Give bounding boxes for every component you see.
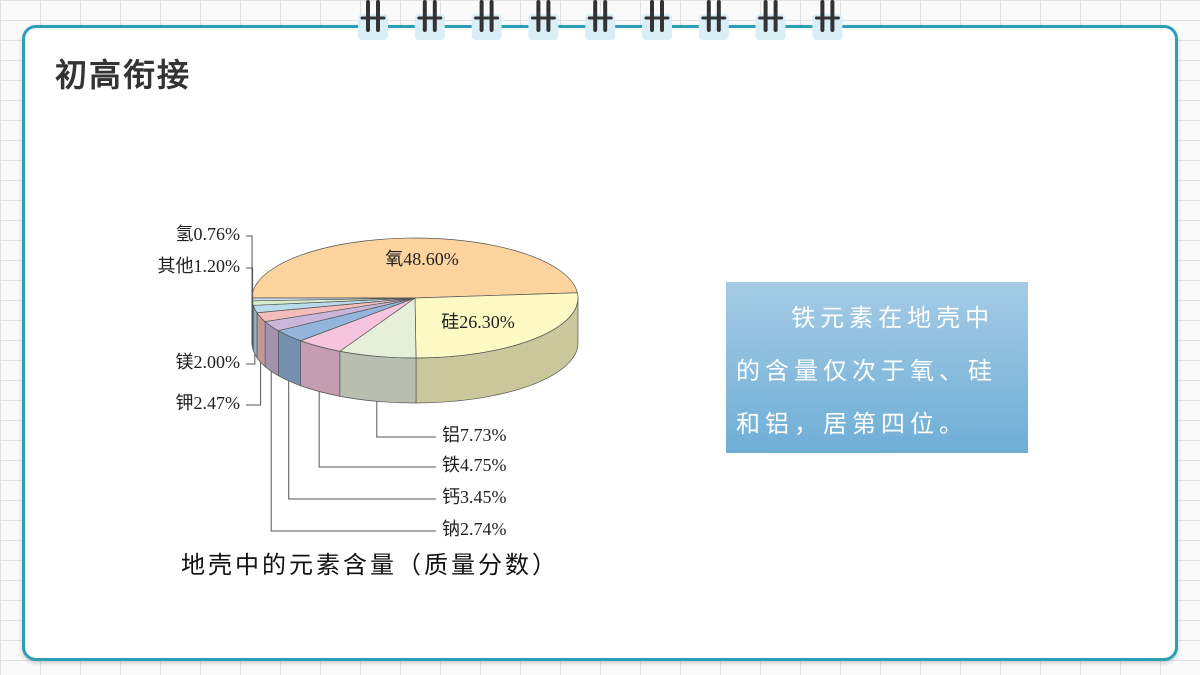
slice-side: [339, 350, 417, 404]
label-value: 1.20%: [194, 256, 241, 276]
label-value: 48.60%: [403, 249, 459, 269]
ring-tab: [471, 14, 502, 40]
ring-tab: [585, 14, 616, 40]
slice-label: 钾2.47%: [176, 393, 241, 413]
slice-label: 其他1.20%: [158, 256, 241, 276]
slice-label: 钠2.74%: [442, 519, 507, 539]
leader-line: [246, 235, 253, 345]
slice-label: 铝7.73%: [442, 425, 507, 445]
slice: [251, 237, 578, 299]
slice-label: 钙3.45%: [442, 487, 507, 507]
slice-label: 氧48.60%: [385, 249, 459, 269]
ring-tab: [812, 14, 843, 40]
ring-tab: [755, 14, 786, 40]
label-value: 4.75%: [460, 455, 507, 475]
ring-tab: [642, 14, 672, 40]
slice: [414, 292, 579, 359]
page-title: 初高衔接: [55, 56, 192, 94]
ring-tab: [698, 14, 729, 40]
label-name: 氧: [385, 249, 403, 269]
label-name: 其他: [158, 256, 194, 276]
label-value: 7.73%: [460, 425, 507, 445]
slice-label: 硅26.30%: [441, 312, 515, 332]
ring-tab: [528, 14, 559, 40]
label-name: 铁: [442, 455, 460, 475]
slice-label: 镁2.00%: [176, 352, 241, 372]
pie-tops: [251, 237, 579, 359]
label-value: 26.30%: [459, 312, 515, 332]
slice-label: 铁4.75%: [442, 455, 507, 475]
ring-tab: [358, 14, 388, 40]
leader-line: [246, 354, 256, 365]
pie-sides: [251, 297, 579, 404]
leader-line: [288, 380, 436, 500]
leader-line: [318, 391, 436, 468]
slice-side: [252, 305, 258, 359]
label-name: 钙: [442, 487, 460, 507]
label-name: 钾: [176, 393, 194, 413]
label-name: 钠: [442, 519, 460, 539]
label-name: 氢: [176, 224, 194, 244]
slice-label: 氢0.76%: [176, 224, 241, 244]
chart-caption: 地壳中的元素含量（质量分数）: [181, 552, 559, 579]
label-value: 2.00%: [194, 352, 241, 372]
label-value: 2.47%: [194, 393, 241, 413]
label-name: 硅: [441, 312, 459, 332]
ring-tab: [414, 14, 445, 40]
label-value: 2.74%: [460, 519, 507, 539]
note-box: 铁元素在地壳中的含量仅次于氧、硅和铝，居第四位。: [726, 282, 1028, 453]
leader-line: [376, 401, 436, 438]
label-name: 镁: [176, 352, 194, 372]
leader-line: [270, 371, 436, 532]
label-name: 铝: [442, 425, 460, 445]
leader-line: [246, 267, 254, 349]
leader-line: [246, 362, 262, 406]
label-value: 3.45%: [460, 487, 507, 507]
label-value: 0.76%: [194, 224, 241, 244]
